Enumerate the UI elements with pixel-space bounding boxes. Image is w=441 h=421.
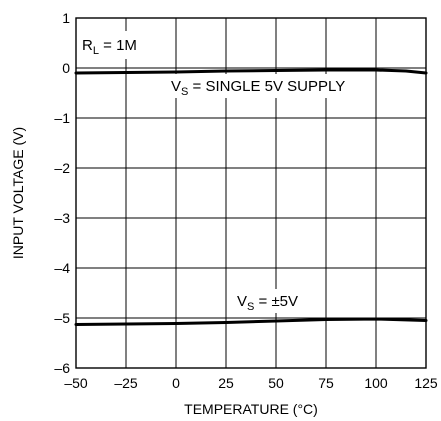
- vs-single-annotation-bg: [167, 74, 360, 98]
- x-tick-label: 100: [364, 375, 388, 391]
- series-layer: [74, 68, 428, 326]
- y-tick-label: –1: [54, 110, 70, 126]
- x-tick-label: 125: [414, 375, 438, 391]
- y-tick-labels: 1 0 –1 –2 –3 –4 –5 –6: [54, 10, 70, 376]
- y-tick-label: –2: [54, 160, 70, 176]
- vs-single-annotation: VS = SINGLE 5V SUPPLY: [171, 78, 345, 98]
- y-tick-label: –4: [54, 260, 70, 276]
- x-tick-labels: –50 –25 0 25 50 75 100 125: [64, 375, 438, 391]
- y-tick-label: –6: [54, 360, 70, 376]
- series-line-1: [74, 68, 428, 75]
- x-tick-label: 25: [218, 375, 234, 391]
- series-line-2: [74, 317, 428, 326]
- vs-dual-annotation-bg: [234, 289, 294, 313]
- x-tick-label: 75: [318, 375, 334, 391]
- y-tick-label: 0: [62, 60, 70, 76]
- x-tick-label: –25: [114, 375, 138, 391]
- y-tick-label: –5: [54, 310, 70, 326]
- rl-annotation: RL = 1M: [82, 37, 137, 57]
- y-tick-label: 1: [62, 10, 70, 26]
- y-tick-label: –3: [54, 210, 70, 226]
- x-axis-label: TEMPERATURE (°C): [184, 401, 318, 417]
- rl-annotation-bg: [78, 31, 164, 59]
- x-tick-label: –50: [64, 375, 88, 391]
- y-axis-label: INPUT VOLTAGE (V): [10, 127, 26, 259]
- vs-dual-annotation: VS = ±5V: [237, 293, 298, 313]
- x-tick-label: 50: [268, 375, 284, 391]
- plot-frame: [75, 17, 427, 369]
- x-tick-label: 0: [172, 375, 180, 391]
